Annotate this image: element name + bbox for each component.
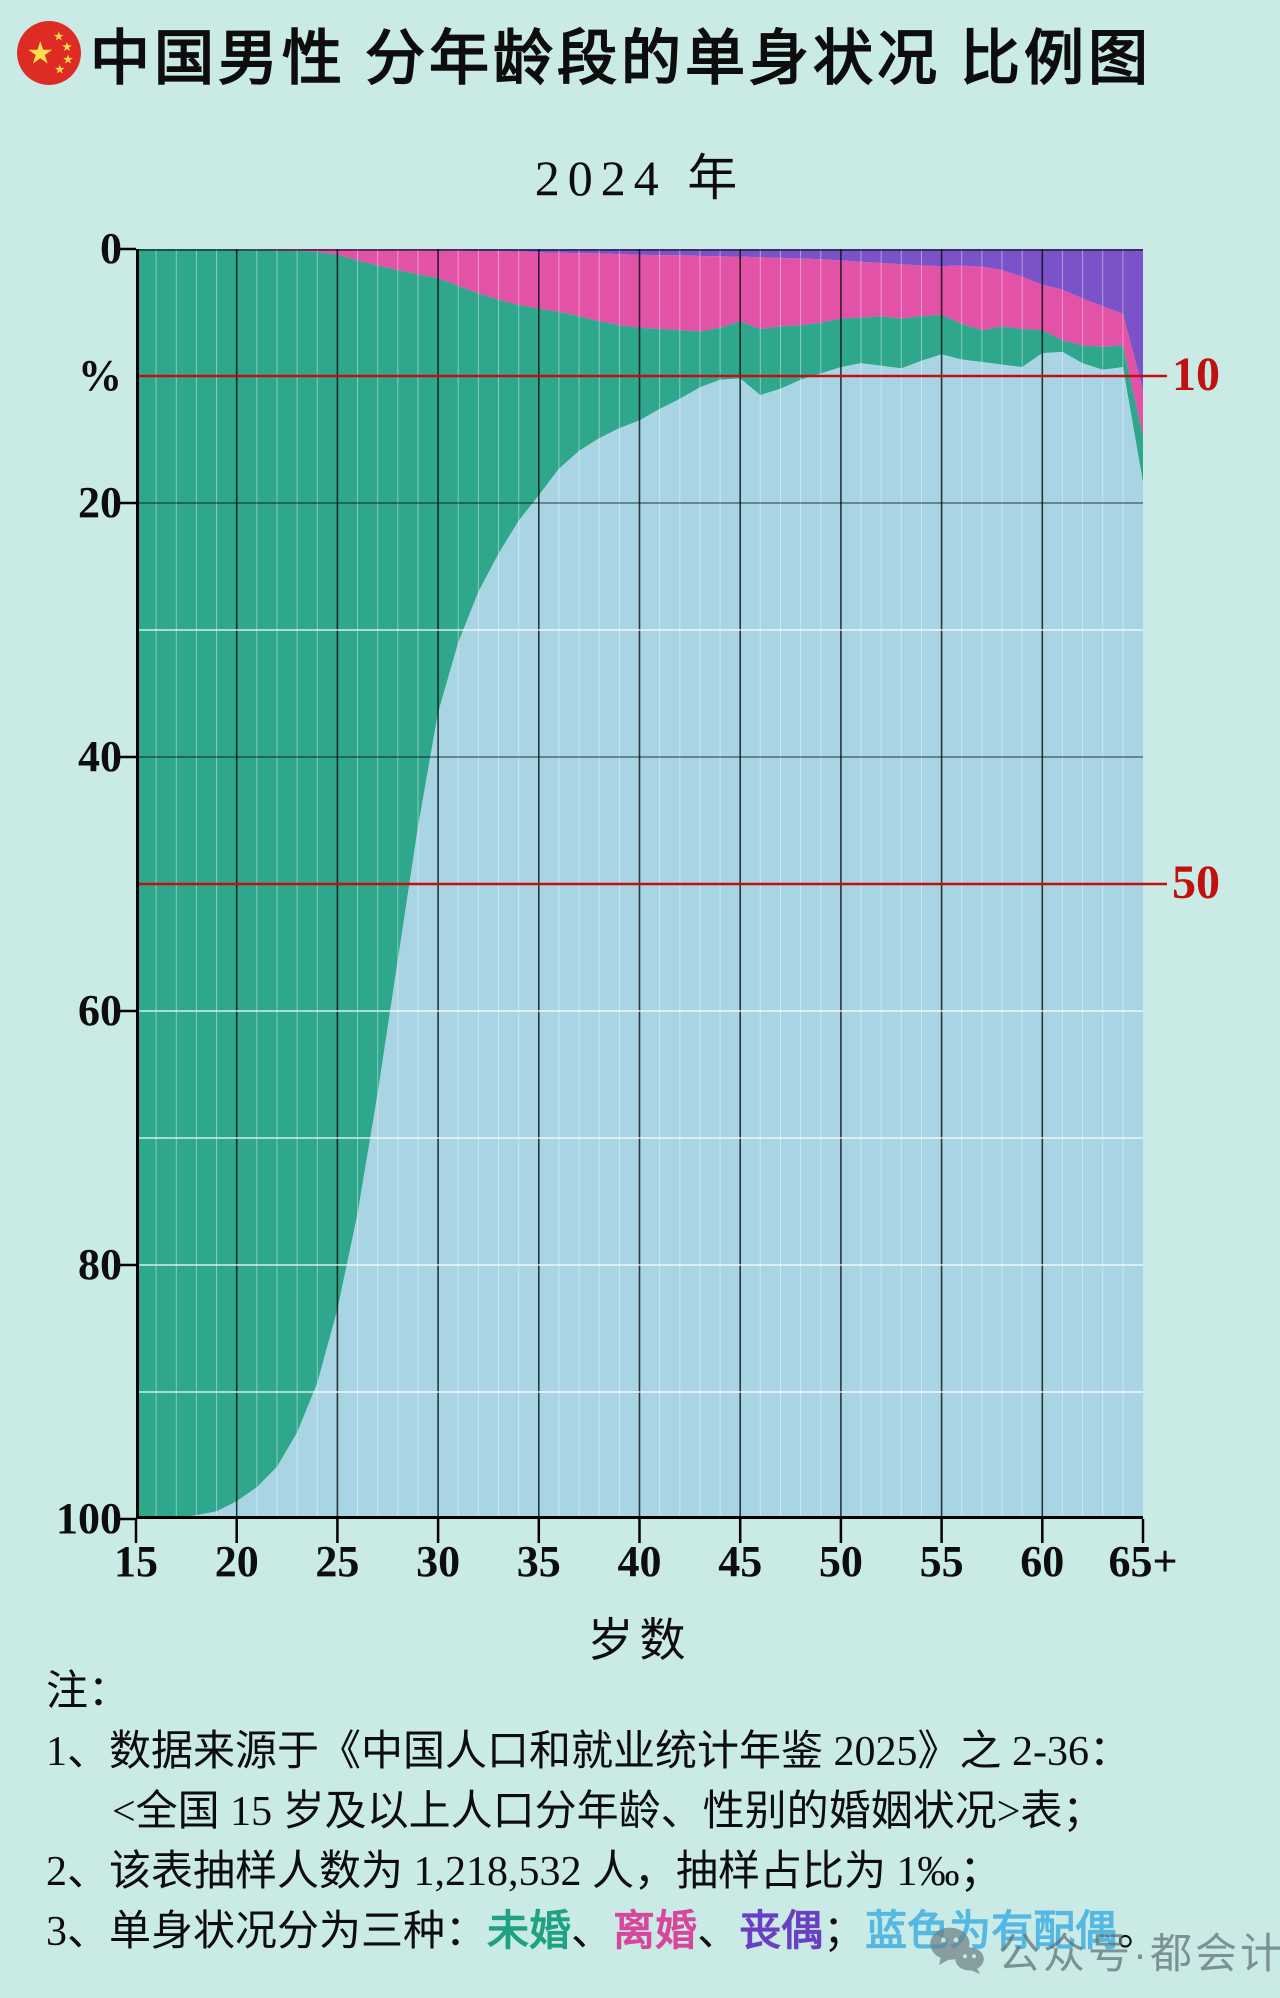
svg-text:★: ★ (53, 30, 64, 44)
svg-text:★: ★ (62, 52, 73, 66)
note-line-3: 3、单身状况分为三种：未婚、离婚、丧偶；蓝色为有配偶。 (46, 1902, 1256, 1962)
legend-spouse-label: 蓝色为有配偶 (865, 1909, 1118, 1955)
area-unmarried (136, 249, 1143, 1519)
y-tick-label-60: 60 (78, 986, 122, 1035)
stacked-area-chart (114, 247, 1167, 1543)
legend-divorced-label: 离婚 (613, 1909, 698, 1955)
x-tick-label-15: 15 (114, 1537, 158, 1586)
plot-area (114, 247, 1167, 1543)
reference-label-50: 50 (1172, 856, 1220, 909)
x-tick-label-40: 40 (617, 1537, 662, 1586)
wechat-icon (930, 1927, 984, 1975)
legend-unmarried-label: 未婚 (487, 1909, 572, 1955)
notes-block: 注： 1、数据来源于《中国人口和就业统计年鉴 2025》之 2-36： <全国 … (46, 1662, 1256, 1962)
x-tick-label-50: 50 (818, 1537, 863, 1586)
watermark-text: 公众号·都会计 (998, 1929, 1280, 1977)
x-axis-title: 岁数 (587, 1615, 692, 1666)
x-tick-label-45: 45 (718, 1537, 763, 1586)
note-line-2: 2、该表抽样人数为 1,218,532 人，抽样占比为 1‰； (46, 1849, 1002, 1895)
y-tick-label-%: % (78, 351, 122, 400)
x-tick-label-60: 60 (1020, 1537, 1065, 1586)
note3-sep3: ； (823, 1909, 866, 1955)
note-line-1: 1、数据来源于《中国人口和就业统计年鉴 2025》之 2-36： (46, 1729, 1131, 1775)
svg-text:★: ★ (54, 63, 65, 77)
legend-widowed-label: 丧偶 (739, 1909, 824, 1955)
y-tick-label-80: 80 (78, 1240, 122, 1289)
y-tick-label-40: 40 (78, 732, 122, 781)
note-line-1b: <全国 15 岁及以上人口分年龄、性别的婚姻状况>表； (112, 1789, 1105, 1835)
reference-label-10: 10 (1172, 348, 1220, 401)
svg-text:★: ★ (61, 40, 72, 54)
page-title: 中国男性 分年龄段的单身状况 比例图 (90, 25, 1152, 92)
y-tick-label-20: 20 (78, 478, 122, 527)
svg-text:★: ★ (26, 35, 54, 70)
china-flag-icon: ★ ★ ★ ★ ★ (17, 21, 81, 85)
notes-header: 注： (46, 1669, 131, 1715)
area-divorced (136, 249, 1143, 437)
x-tick-label-25: 25 (315, 1537, 360, 1586)
x-tick-label-20: 20 (214, 1537, 259, 1586)
note3-sep1: 、 (571, 1909, 614, 1955)
note3-sep2: 、 (697, 1909, 740, 1955)
note3-prefix: 3、单身状况分为三种： (46, 1909, 488, 1955)
x-tick-label-35: 35 (516, 1537, 561, 1586)
x-tick-label-65+: 65+ (1108, 1537, 1178, 1586)
watermark: 公众号·都会计 (928, 1922, 1280, 1978)
x-tick-label-30: 30 (416, 1537, 461, 1586)
title-row: ★ ★ ★ ★ ★ 中国男性 分年龄段的单身状况 比例图 (16, 14, 1276, 92)
chart-subtitle-year: 2024 年 (534, 150, 746, 206)
y-tick-label-0: 0 (100, 224, 122, 273)
x-tick-label-55: 55 (919, 1537, 964, 1586)
note3-suffix: 。 (1117, 1909, 1160, 1955)
y-tick-label-100: 100 (56, 1494, 122, 1543)
